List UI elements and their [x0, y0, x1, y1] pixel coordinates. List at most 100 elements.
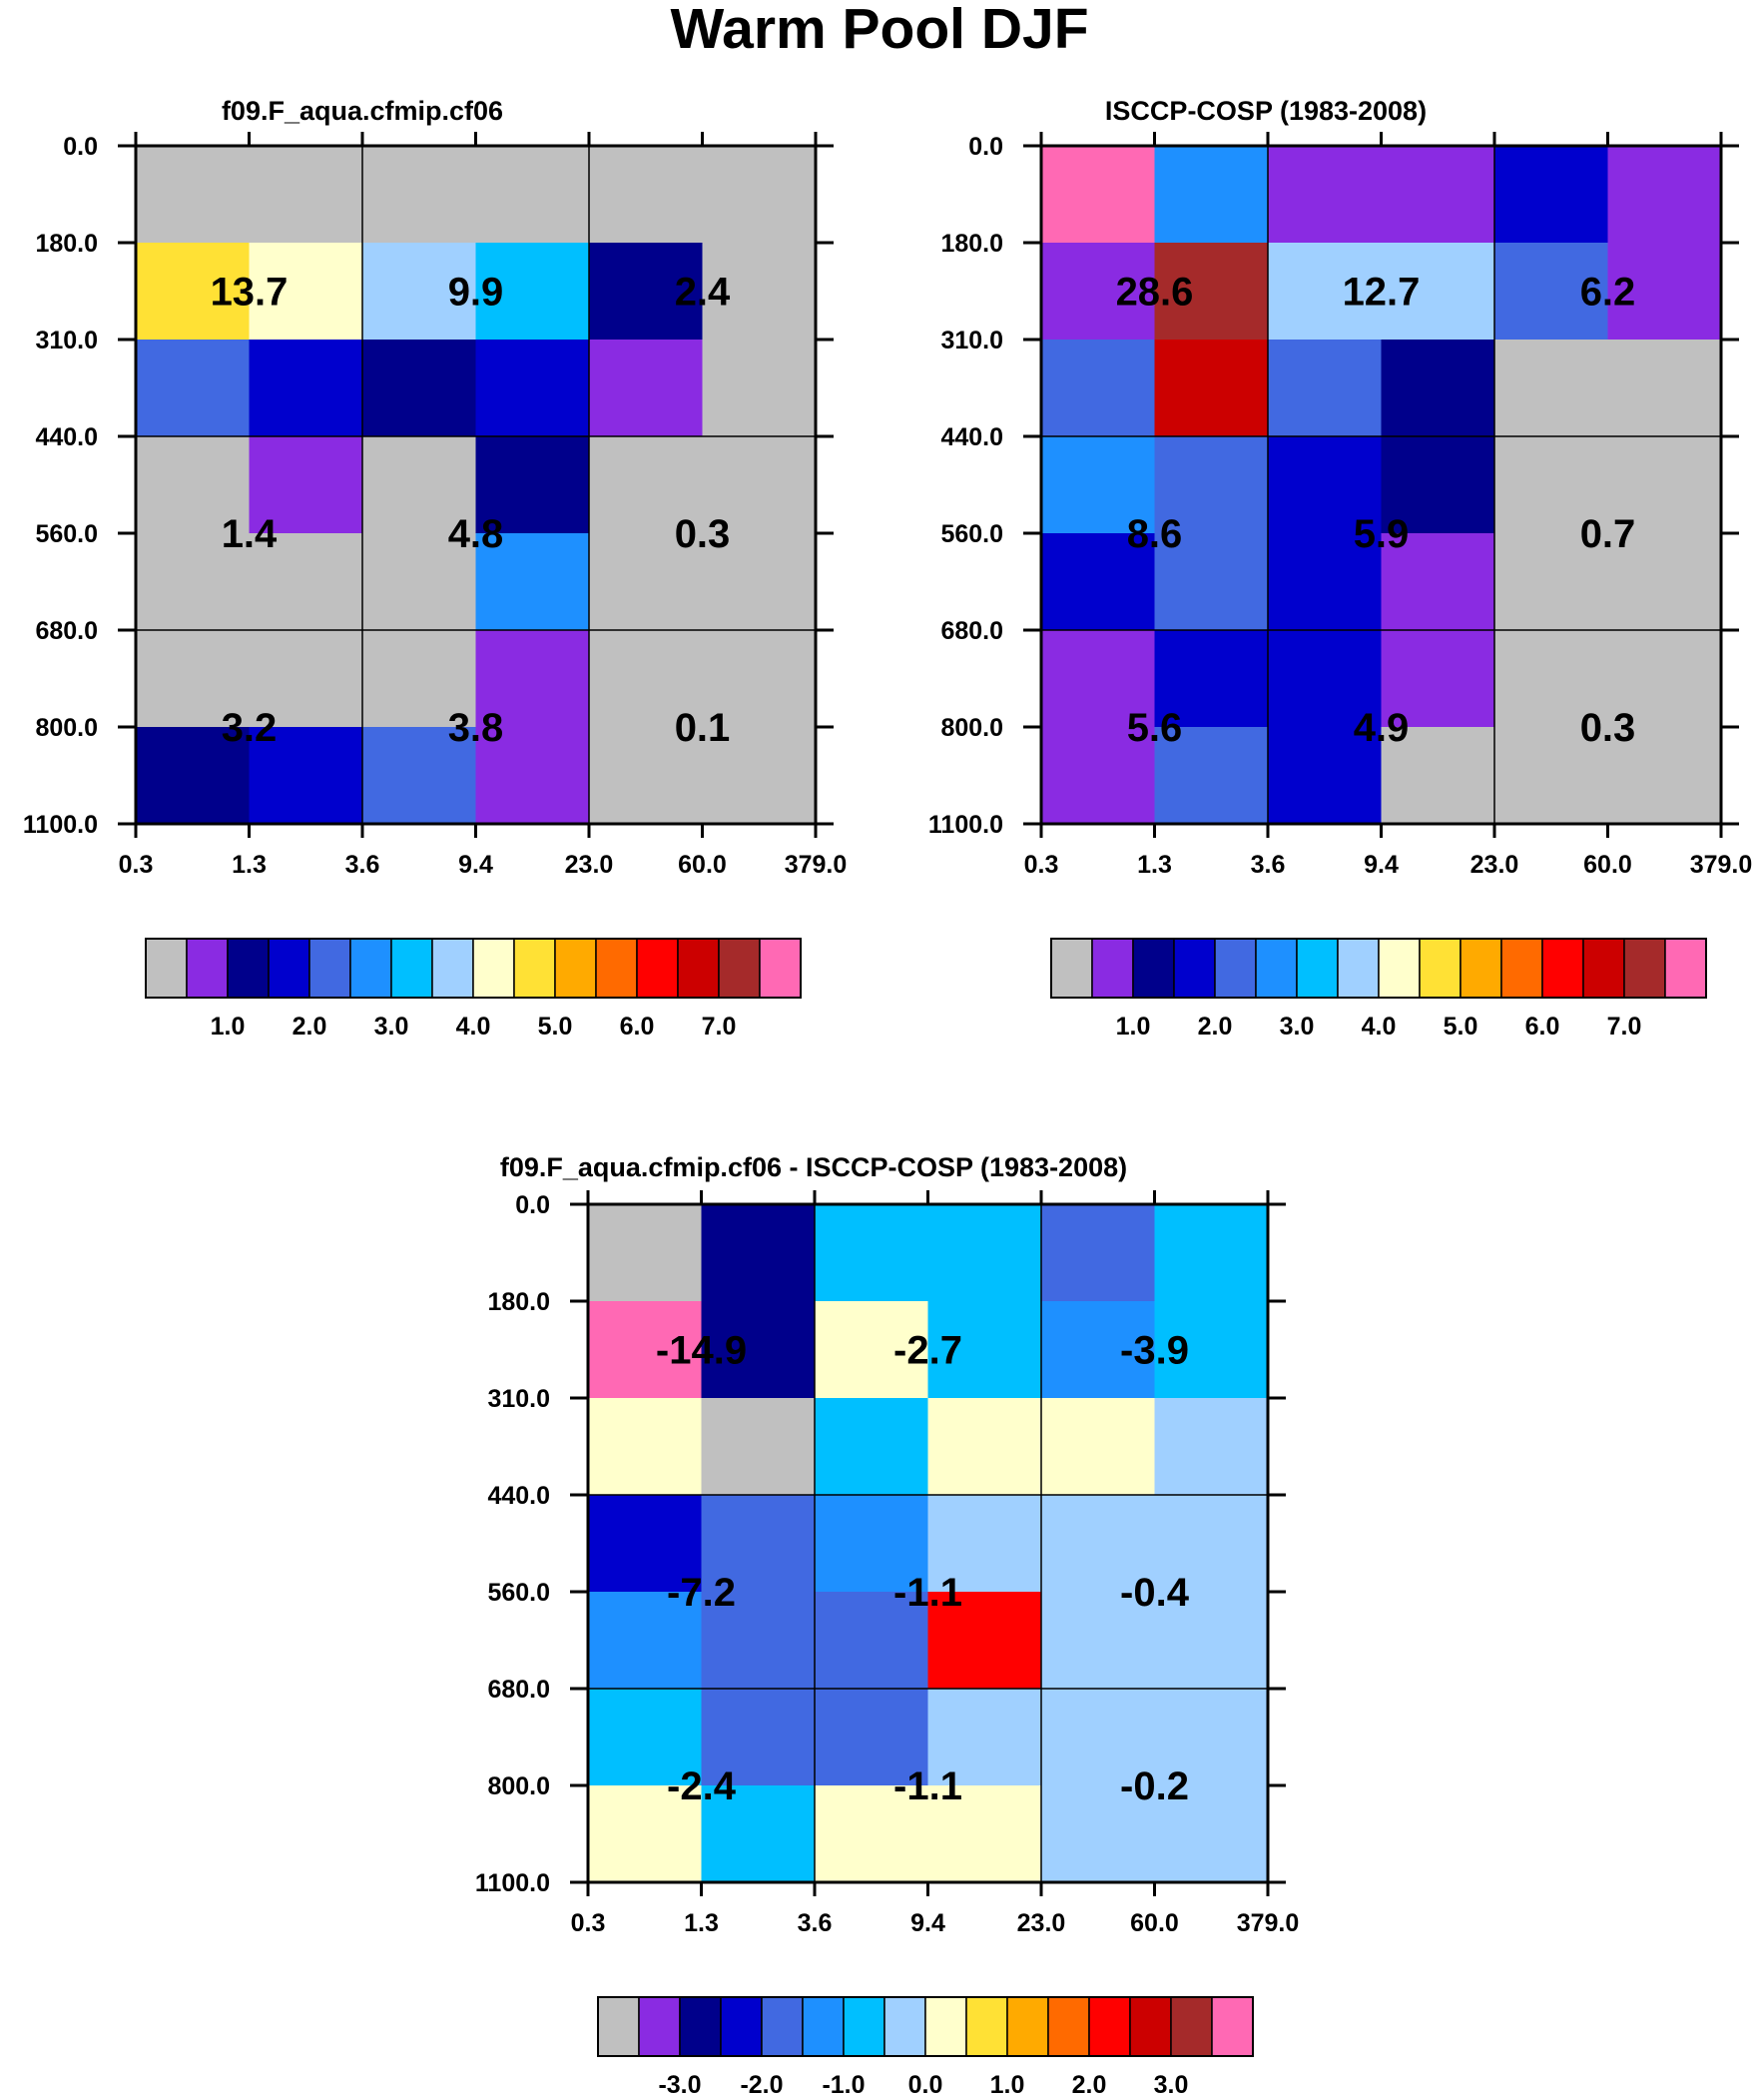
heatmap-cell	[1154, 630, 1269, 728]
block-value-label: 0.3	[675, 512, 731, 556]
heatmap-cell	[1381, 533, 1495, 631]
colorbar-label: -1.0	[822, 2071, 865, 2099]
heatmap-cell	[702, 243, 817, 341]
heatmap-cell	[136, 630, 251, 728]
heatmap-cell	[1154, 1301, 1269, 1399]
x-tick-label: 23.0	[1017, 1909, 1066, 1937]
y-tick-label: 180.0	[940, 230, 1003, 258]
y-tick-label: 1100.0	[23, 811, 98, 839]
colorbar-label: 3.0	[1280, 1013, 1315, 1041]
heatmap-cell	[702, 146, 817, 244]
colorbar-swatch	[718, 938, 761, 999]
heatmap-cell	[136, 243, 251, 341]
heatmap-cell	[475, 533, 590, 631]
x-tick-label: 379.0	[785, 851, 848, 879]
heatmap-cell	[362, 146, 477, 244]
heatmap-cell	[136, 340, 251, 437]
heatmap-cell	[362, 727, 477, 825]
heatmap-cell	[475, 630, 590, 728]
colorbar-label: 5.0	[538, 1013, 573, 1041]
heatmap-cell	[475, 146, 590, 244]
colorbar-label: 6.0	[1525, 1013, 1560, 1041]
heatmap-cell	[1607, 727, 1722, 825]
heatmap-cell	[589, 340, 704, 437]
x-tick-label: 3.6	[1251, 851, 1286, 879]
x-tick-label: 3.6	[798, 1909, 833, 1937]
colorbar-label: 3.0	[374, 1013, 409, 1041]
y-tick-label: 680.0	[940, 617, 1003, 645]
heatmap-cell	[249, 436, 363, 534]
block-value-label: 4.9	[1354, 706, 1410, 750]
colorbar-swatch	[513, 938, 556, 999]
y-tick-label: 440.0	[940, 423, 1003, 451]
colorbar-swatch	[595, 938, 638, 999]
heatmap-cell	[1154, 1204, 1269, 1302]
colorbar-swatch	[843, 1996, 885, 2057]
heatmap-cell	[1494, 243, 1609, 341]
colorbar-swatch	[1091, 938, 1134, 999]
y-tick-label: 180.0	[35, 230, 98, 258]
colorbar-swatch	[677, 938, 720, 999]
heatmap-cell	[1268, 630, 1383, 728]
colorbar-label: 7.0	[702, 1013, 737, 1041]
colorbar-label: 7.0	[1607, 1013, 1642, 1041]
heatmap-cell	[1268, 340, 1383, 437]
block-value-label: -0.4	[1120, 1571, 1190, 1615]
heatmap-cell	[1607, 436, 1722, 534]
heatmap-cell	[588, 1204, 703, 1302]
block-value-label: 0.1	[675, 706, 731, 750]
y-tick-label: 0.0	[63, 133, 98, 161]
block-value-label: -2.7	[893, 1329, 962, 1373]
heatmap-cell	[249, 727, 363, 825]
heatmap-cell	[701, 1204, 816, 1302]
colorbar-label: -2.0	[740, 2071, 783, 2099]
colorbar-swatch	[1255, 938, 1298, 999]
panel-title: f09.F_aqua.cfmip.cf06 - ISCCP-COSP (1983…	[500, 1152, 1127, 1182]
heatmap-cell	[1494, 436, 1609, 534]
heatmap-cell	[475, 340, 590, 437]
block-value-label: -3.9	[1120, 1329, 1189, 1373]
colorbar-label: 6.0	[620, 1013, 655, 1041]
colorbar-swatch	[1664, 938, 1707, 999]
colorbar-label: 1.0	[1116, 1013, 1151, 1041]
y-tick-label: 800.0	[940, 714, 1003, 742]
y-tick-label: 310.0	[487, 1385, 550, 1413]
x-tick-label: 0.3	[119, 851, 154, 879]
heatmap-cell	[1607, 533, 1722, 631]
y-tick-label: 440.0	[35, 423, 98, 451]
block-value-label: 3.2	[222, 706, 278, 750]
colorbar-swatch	[472, 938, 515, 999]
colorbar-swatch	[1500, 938, 1543, 999]
heatmap-cell	[701, 1495, 816, 1593]
colorbar-label: 0.0	[908, 2071, 943, 2099]
colorbar-swatch	[1460, 938, 1502, 999]
heatmap-cell	[1041, 1689, 1156, 1786]
panel-title: ISCCP-COSP (1983-2008)	[1105, 96, 1427, 126]
heatmap-cell	[1154, 146, 1269, 244]
block-value-label: -7.2	[667, 1571, 736, 1615]
colorbar-swatch	[1337, 938, 1380, 999]
heatmap-cell	[589, 243, 704, 341]
heatmap-cell	[701, 1301, 816, 1399]
heatmap-cell	[815, 1495, 929, 1593]
colorbar-label: 1.0	[990, 2071, 1025, 2099]
heatmap-cell	[1381, 243, 1495, 341]
heatmap-cell	[702, 630, 817, 728]
heatmap-cell	[927, 1592, 1042, 1690]
heatmap-cell	[1154, 1689, 1269, 1786]
heatmap-cell	[1041, 1495, 1156, 1593]
heatmap-cell	[362, 630, 477, 728]
panel-difference: f09.F_aqua.cfmip.cf06 - ISCCP-COSP (1983…	[475, 1152, 1299, 2099]
x-tick-label: 1.3	[1137, 851, 1172, 879]
colorbar-swatch	[636, 938, 679, 999]
block-value-label: -1.1	[893, 1571, 962, 1615]
heatmap-cell	[362, 436, 477, 534]
heatmap-cell	[815, 1592, 929, 1690]
heatmap-cell	[927, 1785, 1042, 1883]
block-value-label: 8.6	[1127, 512, 1183, 556]
block-value-label: -14.9	[656, 1329, 747, 1373]
colorbar-swatch	[883, 1996, 926, 2057]
block-value-label: -1.1	[893, 1764, 962, 1808]
heatmap-cell	[1154, 436, 1269, 534]
heatmap-cell	[1154, 1592, 1269, 1690]
